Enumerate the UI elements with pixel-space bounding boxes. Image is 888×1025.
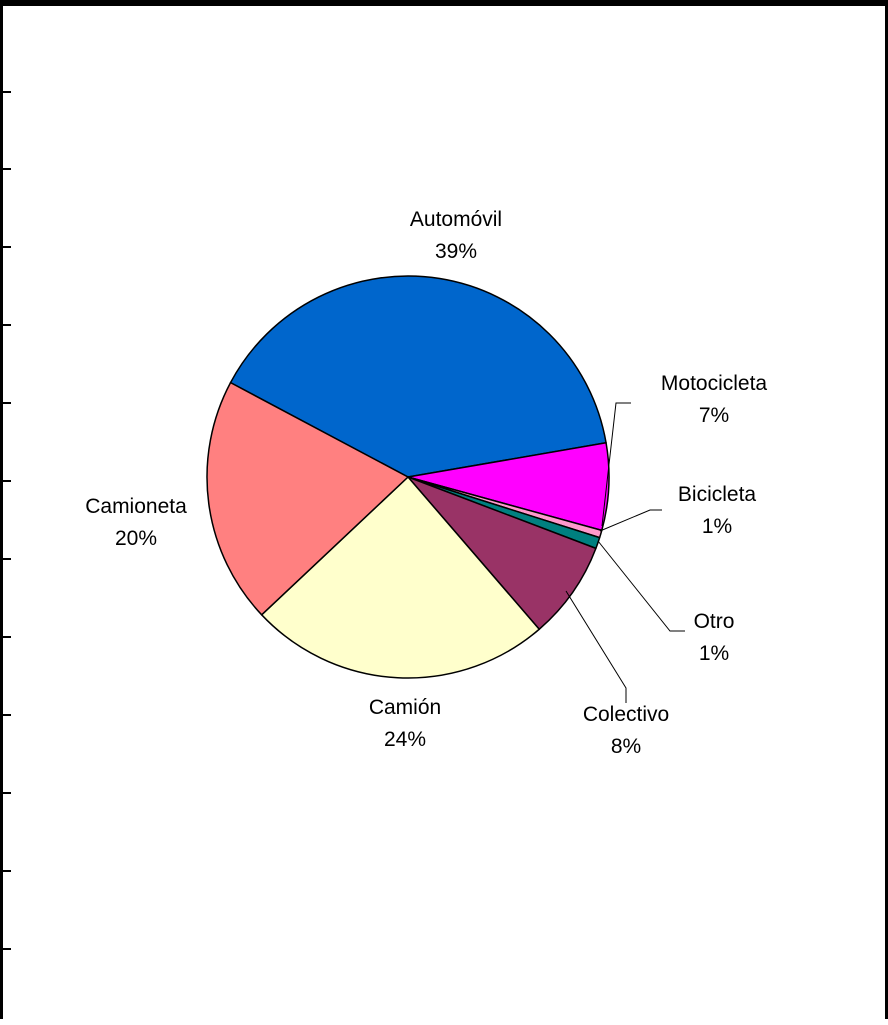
slice-label: Automóvil bbox=[410, 208, 502, 231]
tick-mark bbox=[3, 480, 11, 482]
left-tick-marks bbox=[3, 6, 13, 1025]
tick-mark bbox=[3, 558, 11, 560]
leader-line-bicicleta bbox=[599, 509, 662, 532]
slice-percent-label: 1% bbox=[699, 642, 729, 665]
leader-line-otro bbox=[597, 540, 685, 632]
slice-percent-label: 7% bbox=[699, 404, 729, 427]
tick-mark bbox=[3, 168, 11, 170]
slice-label: Colectivo bbox=[583, 703, 669, 726]
slice-label: Camioneta bbox=[85, 495, 187, 518]
slice-percent-label: 8% bbox=[611, 735, 641, 758]
slice-label: Bicicleta bbox=[678, 483, 757, 506]
tick-mark bbox=[3, 636, 11, 638]
slice-label: Camión bbox=[369, 696, 441, 719]
slice-percent-label: 20% bbox=[115, 527, 157, 550]
slice-percent-label: 1% bbox=[702, 515, 732, 538]
tick-mark bbox=[3, 714, 11, 716]
tick-mark bbox=[3, 91, 11, 93]
tick-mark bbox=[3, 948, 11, 950]
pie-slice-camión bbox=[260, 476, 540, 679]
tick-mark bbox=[3, 246, 11, 248]
tick-mark bbox=[3, 792, 11, 794]
slice-percent-label: 24% bbox=[384, 728, 426, 751]
leader-line-colectivo bbox=[565, 590, 627, 703]
pie-slice-colectivo bbox=[407, 476, 597, 630]
tick-mark bbox=[3, 324, 11, 326]
slice-label: Motocicleta bbox=[661, 372, 768, 395]
tick-mark bbox=[3, 870, 11, 872]
tick-mark bbox=[3, 402, 11, 404]
leader-line-motocicleta bbox=[601, 402, 631, 527]
pie-slice-automóvil bbox=[229, 275, 607, 478]
slice-percent-label: 39% bbox=[435, 240, 477, 263]
slice-label: Otro bbox=[694, 610, 735, 633]
pie-slice-camioneta bbox=[206, 381, 409, 616]
